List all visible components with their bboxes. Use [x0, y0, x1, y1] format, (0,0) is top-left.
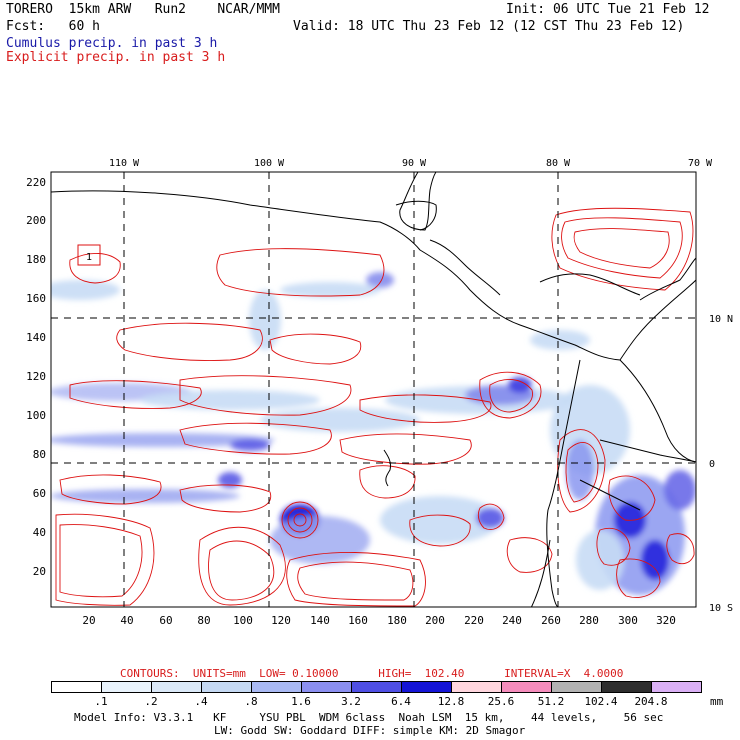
colorbar-swatch — [401, 681, 452, 693]
init-time: Init: 06 UTC Tue 21 Feb 12 — [506, 2, 710, 17]
colorbar-swatch — [651, 681, 702, 693]
model-physics: LW: Godd SW: Goddard DIFF: simple KM: 2D… — [214, 724, 526, 737]
lon-label: 80 W — [546, 158, 571, 169]
y-tick-label: 200 — [26, 214, 46, 227]
colorbar-label: .1 — [94, 695, 108, 708]
x-tick-label: 80 — [197, 614, 210, 627]
colorbar-label: 25.6 — [487, 695, 515, 708]
y-tick-label: 140 — [26, 331, 46, 344]
colorbar-label: .2 — [144, 695, 158, 708]
contours-info: CONTOURS: UNITS=mm LOW= 0.10000 HIGH= 10… — [120, 667, 624, 680]
cumulus-precip-shading — [51, 272, 696, 595]
colorbar-swatch — [601, 681, 652, 693]
colorbar-swatch — [501, 681, 552, 693]
lon-label: 70 W — [688, 158, 713, 169]
legend-cumulus-precip: Cumulus precip. in past 3 h — [6, 36, 218, 51]
x-tick-label: 60 — [159, 614, 172, 627]
legend-explicit-precip: Explicit precip. in past 3 h — [6, 50, 226, 65]
y-tick-label: 220 — [26, 176, 46, 189]
longitude-labels: 110 W 100 W 90 W 80 W 70 W — [109, 158, 713, 169]
colorbar-swatch — [51, 681, 102, 693]
x-tick-label: 320 — [656, 614, 676, 627]
colorbar-swatch — [251, 681, 302, 693]
colorbar-unit: mm — [710, 695, 724, 708]
y-tick-label: 100 — [26, 409, 46, 422]
colorbar-swatch — [451, 681, 502, 693]
colorbar-label: .8 — [244, 695, 258, 708]
forecast-hour: Fcst: 60 h — [6, 19, 100, 34]
colorbar-swatch — [551, 681, 602, 693]
latlon-grid — [51, 172, 696, 607]
x-tick-label: 180 — [387, 614, 407, 627]
latitude-labels: 10 N 0 10 S — [709, 314, 733, 614]
lon-label: 110 W — [109, 158, 140, 169]
colorbar-swatch — [201, 681, 252, 693]
region-box-label: 1 — [86, 252, 92, 263]
x-tick-label: 260 — [541, 614, 561, 627]
lat-label: 0 — [709, 459, 715, 470]
x-tick-label: 220 — [464, 614, 484, 627]
y-tick-label: 60 — [33, 487, 46, 500]
colorbar-label: 3.2 — [341, 695, 361, 708]
y-tick-label: 20 — [33, 565, 46, 578]
x-tick-label: 100 — [233, 614, 253, 627]
x-tick-label: 140 — [310, 614, 330, 627]
x-tick-label: 40 — [120, 614, 133, 627]
colorbar-swatch — [151, 681, 202, 693]
x-tick-label: 240 — [502, 614, 522, 627]
plot-frame — [50, 171, 697, 608]
valid-time: Valid: 18 UTC Thu 23 Feb 12 (12 CST Thu … — [293, 19, 685, 34]
colorbar-swatch — [301, 681, 352, 693]
run-title: TORERO 15km ARW Run2 NCAR/MMM — [6, 2, 280, 17]
region-box — [77, 244, 101, 266]
coastlines — [51, 172, 696, 607]
x-tick-label: 120 — [271, 614, 291, 627]
colorbar-label: 102.4 — [584, 695, 618, 708]
x-tick-label: 300 — [618, 614, 638, 627]
lat-label: 10 N — [709, 314, 733, 325]
x-tick-label: 160 — [348, 614, 368, 627]
colorbar-swatch — [101, 681, 152, 693]
colorbar-label: 1.6 — [291, 695, 311, 708]
colorbar-label: 6.4 — [391, 695, 411, 708]
explicit-precip-contours — [55, 207, 695, 607]
x-tick-label: 20 — [82, 614, 95, 627]
lon-label: 100 W — [254, 158, 285, 169]
lon-label: 90 W — [402, 158, 427, 169]
colorbar-swatch — [351, 681, 402, 693]
y-tick-label: 160 — [26, 292, 46, 305]
y-tick-label: 180 — [26, 253, 46, 266]
lat-label: 10 S — [709, 603, 733, 614]
colorbar-label: 204.8 — [634, 695, 668, 708]
model-info: Model Info: V3.3.1 KF YSU PBL WDM 6class… — [74, 711, 664, 724]
colorbar-label: .4 — [194, 695, 208, 708]
x-axis: 20 40 60 80 100 120 140 160 180 200 220 … — [82, 614, 676, 627]
x-tick-label: 200 — [425, 614, 445, 627]
y-tick-label: 40 — [33, 526, 46, 539]
colorbar-label: 12.8 — [437, 695, 465, 708]
y-tick-label: 120 — [26, 370, 46, 383]
y-tick-label: 80 — [33, 448, 46, 461]
x-tick-label: 280 — [579, 614, 599, 627]
y-axis: 220 200 180 160 140 120 100 80 60 40 20 — [26, 176, 46, 578]
colorbar-label: 51.2 — [537, 695, 565, 708]
